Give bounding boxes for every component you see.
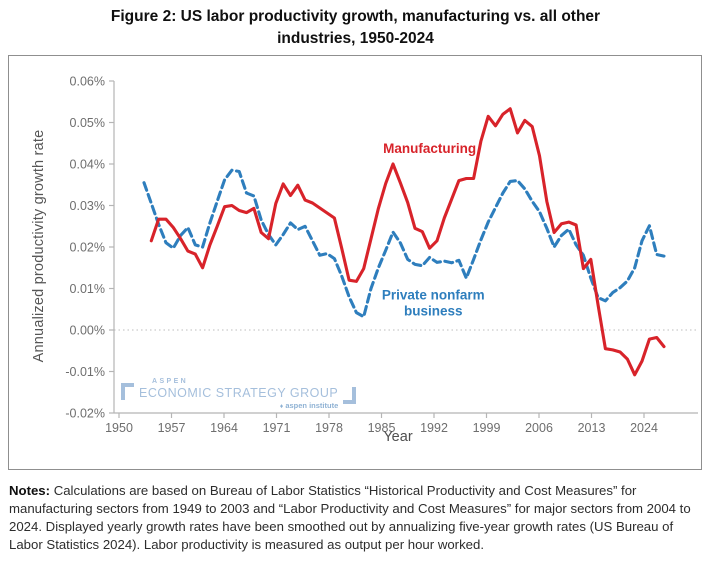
y-tick-label: 0.06% bbox=[70, 75, 105, 89]
y-tick-label: 0.03% bbox=[70, 199, 105, 213]
notes-label: Notes: bbox=[9, 483, 51, 498]
logo-institute-label: aspen institute bbox=[285, 401, 339, 410]
logo-aspen-text: ASPEN bbox=[152, 378, 189, 385]
x-tick-label: 2013 bbox=[578, 421, 606, 435]
y-tick-label: 0.02% bbox=[70, 241, 105, 255]
y-tick-label: 0.00% bbox=[70, 324, 105, 338]
x-tick-label: 1985 bbox=[368, 421, 396, 435]
x-tick-label: 1999 bbox=[473, 421, 501, 435]
figure-title: Figure 2: US labor productivity growth, … bbox=[0, 6, 711, 49]
series-line-private-nonfarm-business bbox=[142, 168, 666, 319]
series-label-private-nonfarm-business: Private nonfarm business bbox=[381, 287, 485, 319]
logo-left-bracket-icon bbox=[121, 383, 134, 400]
leaf-icon: ♦ bbox=[279, 403, 284, 410]
y-axis-title: Annualized productivity growth rate bbox=[31, 129, 47, 363]
figure-title-line1: Figure 2: US labor productivity growth, … bbox=[110, 8, 601, 25]
x-tick-label: 1950 bbox=[105, 421, 133, 435]
y-tick-label: -0.02% bbox=[65, 407, 105, 421]
x-tick-label: 2024 bbox=[630, 421, 658, 435]
y-tick-label: 0.04% bbox=[70, 158, 105, 172]
x-tick-label: 1971 bbox=[263, 421, 291, 435]
x-tick-label: 1992 bbox=[420, 421, 448, 435]
y-tick-label: -0.01% bbox=[65, 365, 105, 379]
x-tick-label: 1957 bbox=[158, 421, 186, 435]
logo-text-block: ASPEN ECONOMIC STRATEGY GROUP ♦ aspen in… bbox=[139, 378, 338, 410]
x-tick-label: 1964 bbox=[210, 421, 238, 435]
series-label-manufacturing: Manufacturing bbox=[383, 141, 477, 157]
x-axis-title: Year bbox=[383, 429, 413, 445]
x-tick-label: 2006 bbox=[525, 421, 553, 435]
chart-box: 0.06% 0.05% 0.04% 0.03% 0.02% 0.01% 0.00% -0.01… bbox=[8, 55, 702, 470]
aspen-esg-logo: ASPEN ECONOMIC STRATEGY GROUP ♦ aspen in… bbox=[121, 378, 357, 410]
chart-canvas: 0.06% 0.05% 0.04% 0.03% 0.02% 0.01% 0.00% -0.01… bbox=[65, 75, 698, 435]
y-tick-label: 0.05% bbox=[70, 116, 105, 130]
notes: Notes: Calculations are based on Bureau … bbox=[9, 482, 703, 554]
series-line-manufacturing bbox=[149, 107, 666, 377]
logo-esg-text: ECONOMIC STRATEGY GROUP bbox=[139, 386, 339, 400]
figure-title-line2: industries, 1950-2024 bbox=[277, 29, 434, 47]
y-tick-label: 0.01% bbox=[70, 282, 105, 296]
notes-text: Calculations are based on Bureau of Labo… bbox=[9, 483, 691, 552]
logo-institute-text: ♦ aspen institute bbox=[139, 401, 338, 410]
x-tick-label: 1978 bbox=[315, 421, 343, 435]
logo-right-bracket-icon bbox=[343, 387, 357, 404]
